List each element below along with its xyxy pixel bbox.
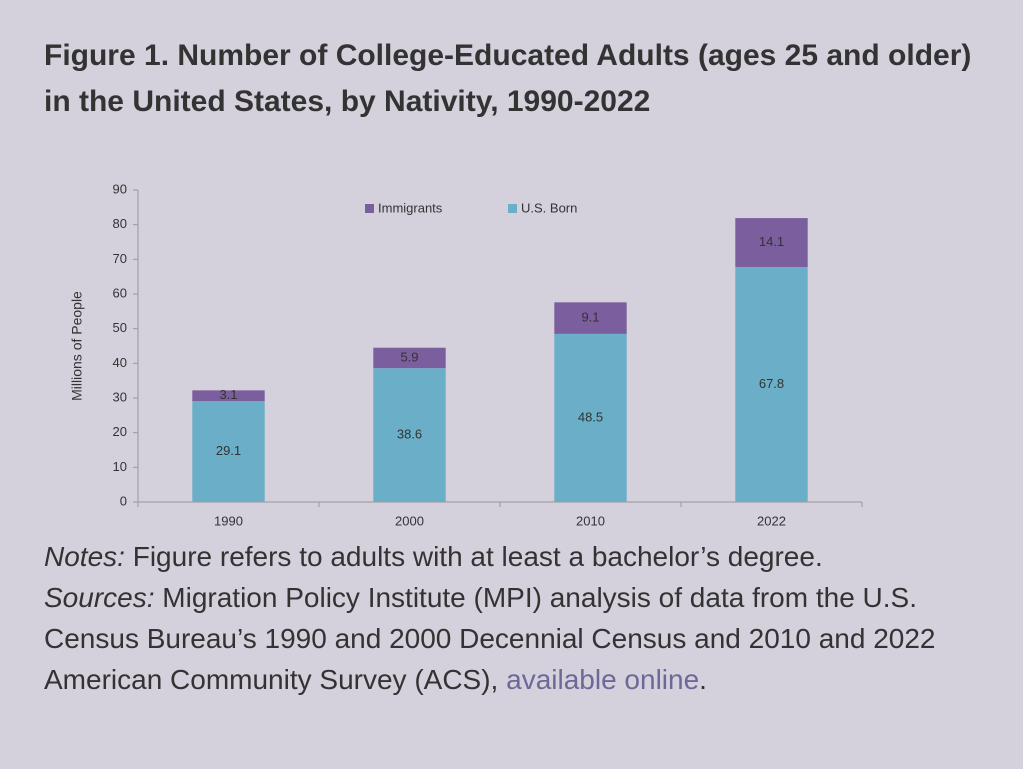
bar-segment [735,218,808,267]
x-tick-label: 1990 [214,513,243,528]
notes-line: Notes: Figure refers to adults with at l… [44,536,994,577]
notes-label: Notes: [44,541,125,572]
legend-swatch [365,204,374,213]
x-tick-label: 2010 [576,513,605,528]
data-label: 67.8 [759,376,784,391]
data-label: 14.1 [759,234,784,249]
y-tick-label: 50 [113,320,127,335]
data-label: 9.1 [581,310,599,325]
data-label: 29.1 [216,443,241,458]
y-axis-label: Millions of People [69,291,85,401]
sources-label: Sources: [44,582,155,613]
x-tick-label: 2022 [757,513,786,528]
y-tick-label: 0 [120,493,127,508]
sources-link[interactable]: available online [506,664,700,695]
y-tick-label: 30 [113,389,127,404]
sources-line: Sources: Migration Policy Institute (MPI… [44,577,994,700]
y-tick-label: 10 [113,459,127,474]
data-label: 5.9 [400,349,418,364]
chart-title: Figure 1. Number of College-Educated Adu… [44,39,972,118]
bar-segment [192,401,265,502]
bar-segment [192,390,265,402]
bar-segment [373,368,446,502]
y-tick-label: 20 [113,424,127,439]
sources-text: Migration Policy Institute (MPI) analysi… [44,582,936,695]
notes-text: Figure refers to adults with at least a … [132,541,823,572]
bar-segment [554,302,627,334]
data-label: 38.6 [397,427,422,442]
y-tick-label: 70 [113,251,127,266]
data-label: 48.5 [578,409,603,424]
legend-label: Immigrants [378,200,443,215]
legend-label: U.S. Born [521,200,577,215]
y-tick-label: 60 [113,285,127,300]
data-label: 3.1 [219,387,237,402]
y-tick-label: 80 [113,216,127,231]
notes: Notes: Figure refers to adults with at l… [44,536,994,700]
legend-swatch [508,204,517,213]
y-tick-label: 40 [113,355,127,370]
bar-segment [554,333,627,502]
sources-end: . [699,664,707,695]
bar-segment [373,347,446,369]
x-tick-label: 2000 [395,513,424,528]
bar-segment [735,266,808,502]
y-tick-label: 90 [113,181,127,196]
